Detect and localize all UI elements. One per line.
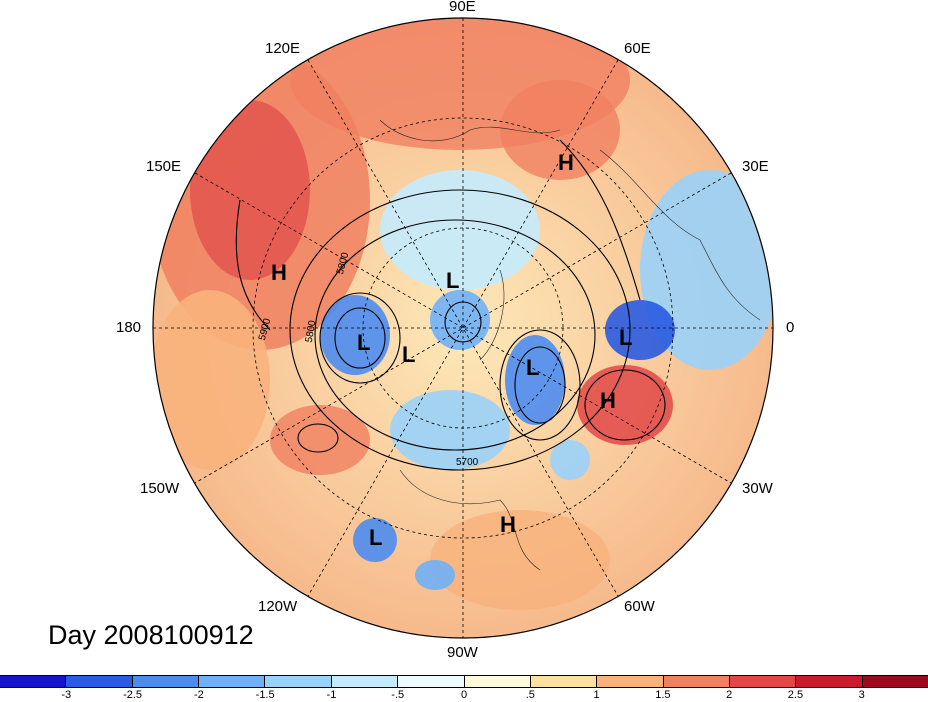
low-pressure-marker: L — [402, 342, 416, 367]
colorbar-tick-label: -1 — [326, 689, 337, 701]
lon-label-180: 180 — [116, 319, 142, 336]
lon-label-0: 0 — [786, 319, 795, 336]
map-border — [152, 17, 774, 639]
colorbar-tick-label: 3 — [858, 689, 865, 701]
colorbar-swatch — [0, 676, 67, 687]
graticule — [153, 18, 773, 638]
lon-label-90w: 90W — [447, 644, 478, 661]
colorbar-tick-label: 1 — [593, 689, 600, 701]
lon-label-150w: 150W — [140, 480, 180, 497]
low-pressure-marker: L — [619, 325, 633, 350]
low-pressure-marker: L — [526, 355, 540, 380]
colorbar-tick-label: -2 — [193, 689, 204, 701]
colorbar-swatch — [464, 676, 531, 687]
colorbar-swatch — [199, 676, 266, 687]
low-pressure-marker: L — [446, 268, 460, 293]
lon-label-90e: 90E — [449, 0, 476, 15]
high-pressure-marker: H — [558, 150, 574, 175]
lon-label-120e: 120E — [265, 40, 301, 57]
colorbar-tick-label: 0 — [460, 689, 468, 701]
low-pressure-marker: L — [357, 330, 371, 355]
colorbar-ticks: -3 -2.5 -2 -1.5 -1 -.5 0 .5 1 1.5 2 2.5 3 — [0, 689, 928, 702]
colorbar-swatch — [66, 676, 133, 687]
colorbar-tick-label: 2 — [726, 689, 733, 701]
colorbar — [0, 675, 928, 688]
colorbar-tick-label: 1.5 — [655, 689, 671, 701]
colorbar-tick-label: -.5 — [391, 689, 405, 701]
colorbar-swatch — [398, 676, 465, 687]
date-title: Day 2008100912 — [48, 620, 254, 650]
colorbar-tick-label: -3 — [61, 689, 72, 701]
colorbar-swatch — [265, 676, 332, 687]
lon-label-120w: 120W — [258, 598, 298, 615]
colorbar-swatch — [663, 676, 730, 687]
lon-label-30w: 30W — [742, 480, 773, 497]
coastlines — [379, 119, 761, 571]
colorbar-swatch — [862, 676, 928, 687]
colorbar-swatch — [530, 676, 598, 687]
colorbar-swatch — [331, 676, 399, 687]
high-pressure-marker: H — [600, 388, 616, 413]
low-pressure-marker: L — [369, 525, 383, 550]
lon-label-30e: 30E — [742, 158, 769, 175]
anomaly-field — [153, 18, 773, 638]
colorbar-swatch — [132, 676, 200, 687]
contour-label: 5700 — [456, 457, 479, 468]
colorbar-tick-label: 2.5 — [787, 689, 804, 701]
colorbar-tick-label: .5 — [525, 689, 535, 701]
colorbar-tick-label: -1.5 — [255, 689, 275, 701]
colorbar-tick-label: -2.5 — [123, 689, 143, 701]
lon-label-60w: 60W — [624, 598, 655, 615]
high-pressure-marker: H — [271, 260, 287, 285]
colorbar-swatch — [729, 676, 797, 687]
lon-label-150e: 150E — [146, 158, 182, 175]
lon-label-60e: 60E — [624, 40, 651, 57]
colorbar-swatch — [796, 676, 863, 687]
high-pressure-marker: H — [500, 512, 516, 537]
colorbar-swatch — [597, 676, 664, 687]
